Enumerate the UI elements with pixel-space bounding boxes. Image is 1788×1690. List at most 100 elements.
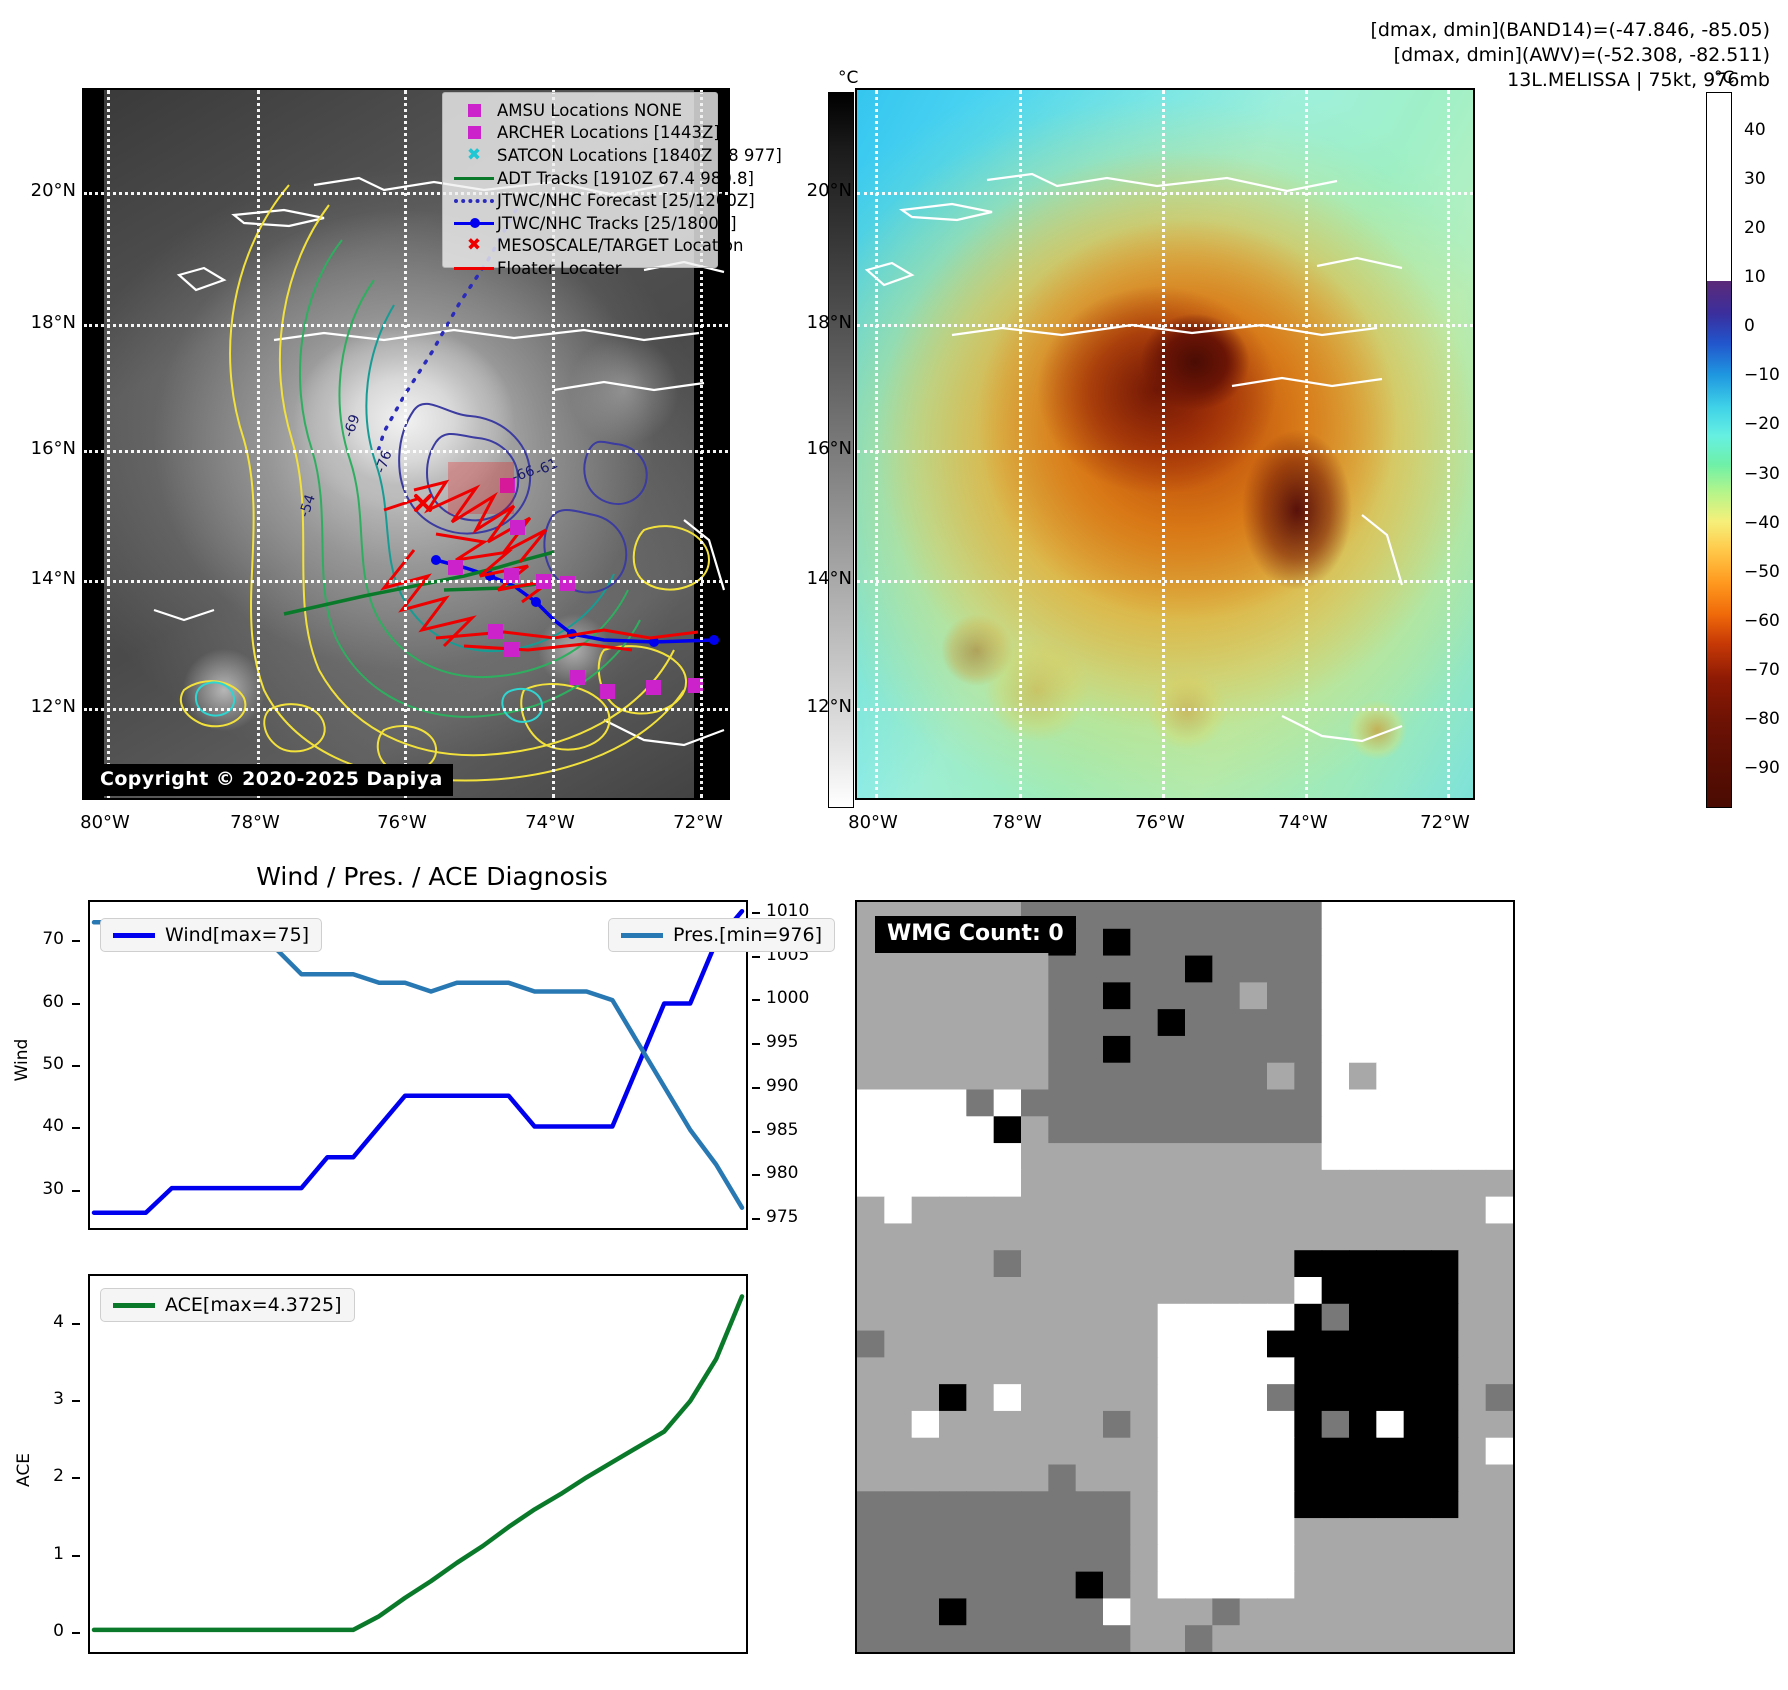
colorbar-tick: −20	[1744, 414, 1780, 435]
wmg-cell	[1431, 1598, 1459, 1626]
ir-lat-label-1: 18°N	[30, 312, 76, 333]
wmg-cell	[1349, 1169, 1377, 1198]
ace-chart[interactable]	[88, 1274, 748, 1654]
series-line	[91, 1294, 745, 1633]
wmg-cell	[1376, 982, 1405, 1010]
wmg-cell	[1075, 1437, 1104, 1466]
awv-enhanced-map[interactable]	[855, 88, 1475, 800]
wmg-cell	[911, 1035, 940, 1064]
wmg-cell	[1212, 1571, 1241, 1600]
right-colorbar[interactable]	[1706, 92, 1732, 808]
wmg-cell	[1185, 1598, 1213, 1626]
wind-line-swatch	[113, 932, 155, 938]
wmg-cell	[1075, 1196, 1104, 1225]
wmg-cell	[939, 1062, 967, 1091]
awv-gridline-lat-12	[857, 708, 1473, 711]
awv-imagery	[857, 90, 1473, 798]
wmg-cell	[966, 1598, 995, 1626]
axis-tick-label: 3	[53, 1389, 64, 1410]
wmg-cell	[1431, 1169, 1459, 1198]
wmg-cell	[1294, 1223, 1323, 1251]
wmg-cell	[1485, 1625, 1513, 1652]
wmg-cell	[1294, 1491, 1323, 1519]
wmg-cell	[1294, 928, 1323, 957]
wmg-cell	[1349, 928, 1377, 957]
legend-item-archer[interactable]: ARCHER Locations [1443Z]	[451, 122, 720, 145]
wmg-cell	[1458, 1196, 1487, 1225]
wmg-cell	[1212, 1089, 1241, 1117]
wmg-cell	[1130, 1384, 1159, 1412]
wmg-cell	[1349, 1116, 1377, 1144]
wmg-cell	[1075, 1491, 1104, 1519]
wmg-cell	[1294, 1384, 1323, 1412]
wmg-cell	[1075, 1357, 1104, 1385]
wmg-cell	[884, 1330, 913, 1358]
ace-legend[interactable]: ACE[max=4.3725]	[100, 1288, 355, 1322]
wmg-cell	[1458, 1169, 1487, 1198]
legend-item-amsu[interactable]: AMSU Locations NONE	[451, 99, 709, 122]
red-x-icon: ✖	[466, 235, 482, 256]
wmg-cell	[1403, 1384, 1432, 1412]
wmg-cell	[939, 1009, 967, 1037]
wmg-cell	[1458, 982, 1487, 1010]
wmg-cell	[1048, 1116, 1077, 1144]
legend-item-mesoscale[interactable]: ✖ MESOSCALE/TARGET Location	[451, 235, 744, 258]
wmg-cell	[1431, 1143, 1459, 1171]
wmg-cell	[1376, 928, 1405, 957]
legend-item-adt[interactable]: ADT Tracks [1910Z 67.4 980.8]	[451, 167, 754, 190]
legend-item-floater[interactable]: Floater Locater	[451, 257, 709, 280]
wmg-cell	[966, 1384, 995, 1412]
wmg-cell	[1048, 1464, 1077, 1492]
wmg-cell	[1157, 1437, 1186, 1466]
wmg-cell	[939, 1598, 967, 1626]
ace-line-swatch	[113, 1302, 155, 1308]
wmg-cell	[1239, 1143, 1268, 1171]
wmg-cell	[884, 1303, 913, 1332]
legend-item-satcon[interactable]: ✖ SATCON Locations [1840Z 68 977]	[451, 144, 782, 167]
wmg-cell	[911, 1518, 940, 1546]
wmg-cell	[1075, 1169, 1104, 1198]
wmg-cell	[1048, 1277, 1077, 1305]
axis-tick-label: 1010	[766, 900, 810, 921]
wmg-cell	[1239, 1330, 1268, 1358]
wmg-cell	[1294, 1116, 1323, 1144]
wmg-cell	[1376, 1571, 1405, 1600]
wmg-cell	[993, 1544, 1022, 1573]
wmg-cell	[1294, 1250, 1323, 1278]
wmg-cell	[857, 1009, 885, 1037]
wmg-cell	[1376, 1223, 1405, 1251]
left-colorbar[interactable]	[828, 92, 854, 808]
legend-item-forecast[interactable]: JTWC/NHC Forecast [25/1200Z]	[451, 189, 755, 212]
wmg-cell	[1349, 1464, 1377, 1492]
wmg-cell	[1458, 1116, 1487, 1144]
wmg-cell	[884, 1169, 913, 1198]
wmg-cell	[1239, 1384, 1268, 1412]
ace-series	[91, 1294, 745, 1633]
wind-legend[interactable]: Wind[max=75]	[100, 918, 323, 952]
legend-item-tracks[interactable]: JTWC/NHC Tracks [25/1800Z]	[451, 212, 737, 235]
pressure-legend[interactable]: Pres.[min=976]	[608, 918, 835, 952]
wmg-cell	[884, 1571, 913, 1600]
wmg-cell	[1103, 955, 1131, 983]
wmg-cell	[1239, 1116, 1268, 1144]
wmg-cell	[1403, 1035, 1432, 1064]
wmg-cell	[1376, 1277, 1405, 1305]
wmg-cell	[1212, 1223, 1241, 1251]
wmg-cell	[1239, 1062, 1268, 1091]
wmg-cell	[1403, 902, 1432, 930]
wmg-cell	[1458, 1410, 1487, 1439]
wmg-cell	[966, 1625, 995, 1652]
wmg-cell	[1075, 982, 1104, 1010]
wmg-cell	[857, 1598, 885, 1626]
wmg-map[interactable]: WMG Count: 0	[855, 900, 1515, 1654]
ir-map-legend[interactable]: AMSU Locations NONE ARCHER Locations [14…	[442, 92, 782, 278]
wmg-cell	[1103, 1544, 1131, 1573]
wmg-cell	[993, 1598, 1022, 1626]
wmg-cell	[1157, 1143, 1186, 1171]
wmg-cell	[1212, 982, 1241, 1010]
wmg-cell	[857, 1089, 885, 1117]
wmg-cell	[1376, 1410, 1405, 1439]
wmg-cell	[993, 1035, 1022, 1064]
wmg-cell	[911, 1437, 940, 1466]
wmg-cell	[1021, 1116, 1049, 1144]
